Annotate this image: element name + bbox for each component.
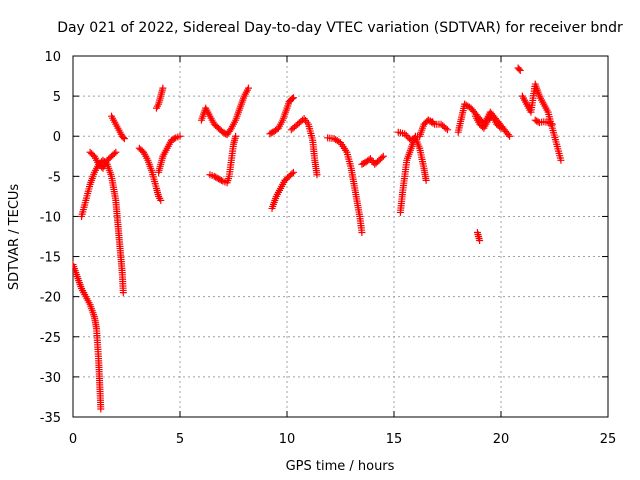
series-arc3 (86, 148, 120, 172)
y-axis-label: SDTVAR / TECUs (7, 184, 22, 291)
y-tick-label: -15 (40, 251, 61, 266)
plot-frame (72, 55, 609, 418)
data-point (119, 289, 127, 297)
y-tick-label: -5 (48, 170, 61, 185)
data-point (504, 131, 512, 139)
data-point (232, 132, 240, 140)
series-arc10 (266, 94, 297, 138)
x-tick-labels: 0 5 10 15 20 25 (69, 432, 616, 447)
data-point (244, 84, 252, 92)
data-point (313, 171, 321, 179)
data-point (548, 120, 556, 128)
data-point (170, 135, 178, 143)
series-arc1 (72, 261, 105, 413)
data-point (112, 148, 120, 156)
data-point (217, 176, 225, 184)
data-point (119, 133, 127, 141)
series-arc20 (471, 112, 505, 132)
data-point (288, 170, 296, 178)
y-tick-label: -30 (40, 371, 61, 386)
data-point (496, 123, 504, 131)
series-arc4 (108, 112, 128, 143)
data-point (516, 66, 524, 74)
x-tick-label: 0 (69, 432, 77, 447)
y-tick-label: 5 (53, 90, 61, 105)
data-point (557, 156, 565, 164)
data-point (176, 132, 184, 140)
data-point (120, 135, 128, 143)
series-arc14 (358, 152, 387, 168)
x-tick-label: 15 (386, 432, 403, 447)
x-tick-label: 20 (493, 432, 510, 447)
series-arc11 (268, 168, 297, 212)
data-point (402, 131, 410, 139)
data-point (110, 150, 118, 158)
y-tick-label: -10 (40, 210, 61, 225)
data-point (378, 154, 386, 162)
data-point (401, 130, 409, 138)
y-tick-label: 0 (53, 130, 61, 145)
series-arc22 (518, 80, 565, 164)
x-axis-label: GPS time / hours (286, 459, 395, 474)
x-tick-label: 25 (600, 432, 617, 447)
series-arc6 (152, 84, 167, 112)
data-point (97, 405, 105, 413)
series-arc8 (197, 84, 252, 139)
data-point (515, 65, 523, 73)
x-tick-label: 10 (279, 432, 296, 447)
data-point (157, 196, 165, 204)
data-point (422, 176, 430, 184)
data-point (497, 124, 505, 132)
data-point (358, 228, 366, 236)
series-arc17 (424, 116, 451, 134)
series-arc7 (155, 132, 184, 176)
data-point (429, 119, 437, 127)
series-arc9 (206, 132, 240, 187)
y-tick-label: -25 (40, 331, 61, 346)
y-tick-labels: 10 5 0 -5 -10 -15 -20 -25 -30 -35 (40, 50, 61, 426)
chart-title: Day 021 of 2022, Sidereal Day-to-day VTE… (57, 20, 623, 36)
data-marks (72, 64, 565, 413)
data-point (444, 126, 451, 134)
data-point (288, 95, 296, 103)
data-point (159, 84, 167, 92)
series-arc5 (135, 144, 165, 204)
y-tick-label: 10 (44, 50, 61, 65)
data-point (289, 94, 297, 102)
series-arc19 (473, 228, 484, 245)
series-arc18 (454, 100, 514, 140)
y-tick-label: -35 (40, 411, 61, 426)
series-arc2 (78, 156, 127, 297)
tick-layer (72, 55, 609, 418)
series-arc21 (514, 64, 524, 74)
y-tick-label: -20 (40, 291, 61, 306)
series-arc12 (287, 115, 321, 179)
grid-layer (73, 56, 608, 417)
series-arc23 (531, 116, 556, 128)
data-point (476, 237, 484, 245)
data-point (506, 132, 514, 140)
series-arc13 (324, 134, 366, 236)
data-point (404, 133, 412, 141)
data-point (226, 126, 234, 134)
data-point (442, 124, 450, 132)
series-arc16 (396, 116, 437, 216)
x-tick-label: 5 (176, 432, 184, 447)
data-point (379, 152, 387, 160)
data-point (289, 168, 297, 176)
series-arc15 (394, 128, 430, 184)
